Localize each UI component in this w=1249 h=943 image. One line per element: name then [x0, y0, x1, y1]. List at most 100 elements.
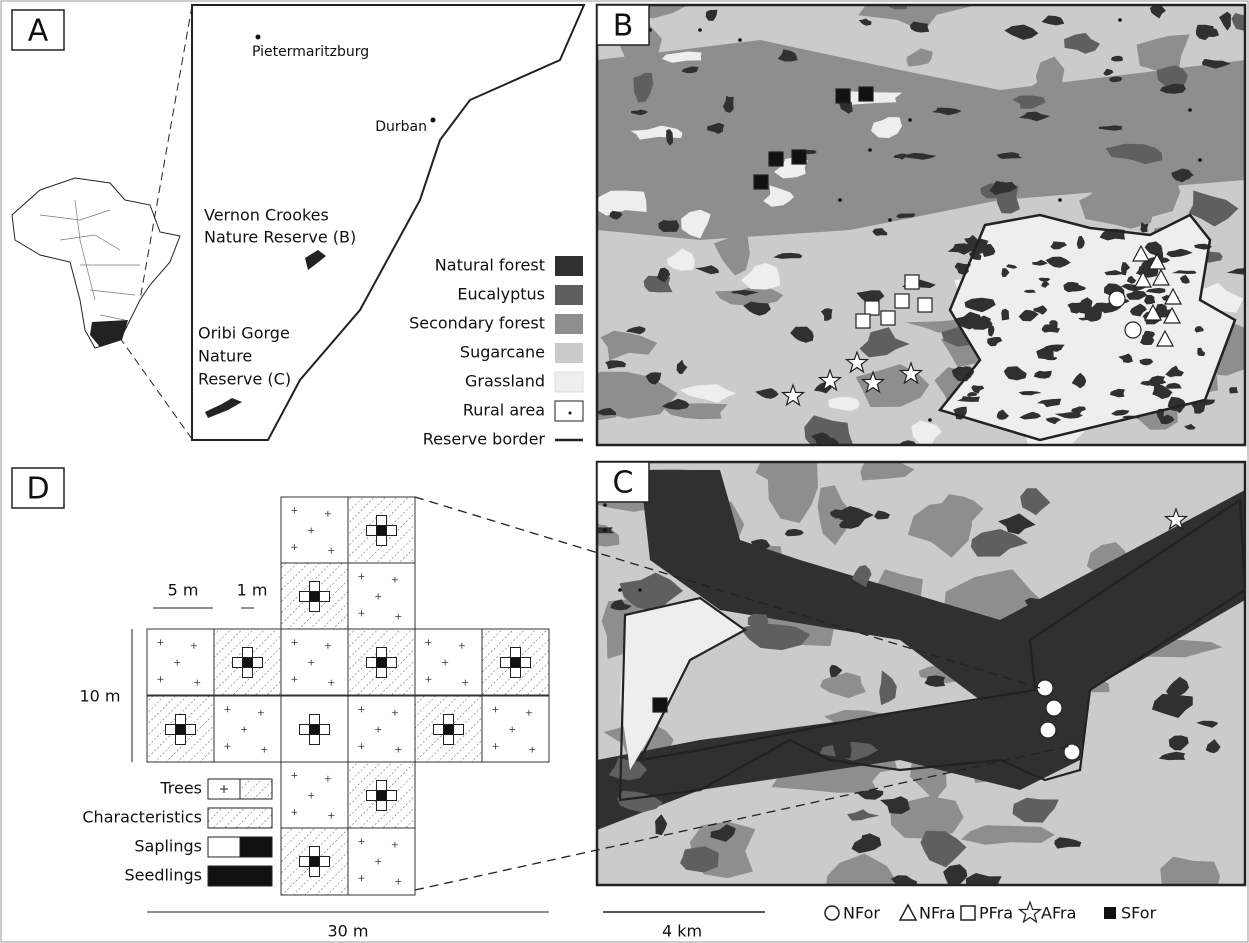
- panel-label: B: [613, 9, 634, 44]
- site-marker: [1046, 700, 1062, 716]
- legend-swatch: [555, 256, 583, 276]
- scale-label: 4 km: [662, 922, 702, 941]
- legend-swatch: [555, 285, 583, 305]
- sapling-plot: [176, 735, 186, 745]
- sapling-plot: [310, 847, 320, 857]
- rural-dot: [638, 588, 642, 592]
- legend-label: NFra: [919, 904, 955, 923]
- reserve-label: Oribi Gorge: [198, 324, 290, 343]
- legend-swatch: [208, 837, 240, 857]
- legend-swatch: [555, 372, 583, 392]
- legend-label: NFor: [843, 904, 880, 923]
- seedling-plot: [377, 791, 387, 801]
- legend-swatch: [208, 866, 272, 886]
- rural-dot: [603, 503, 607, 507]
- site-marker: [792, 150, 806, 164]
- legend-label: Seedlings: [124, 866, 202, 885]
- city-dot: [431, 118, 436, 123]
- reserve-label: Nature Reserve (B): [204, 228, 356, 247]
- sapling-plot: [387, 526, 397, 536]
- legend-label: Natural forest: [435, 256, 545, 275]
- sapling-plot: [377, 668, 387, 678]
- scale-label: 5 m: [168, 581, 199, 600]
- site-marker: [1125, 322, 1141, 338]
- panel-label: C: [613, 466, 634, 501]
- legend-label: Sugarcane: [460, 343, 545, 362]
- plot-cell: [415, 629, 482, 695]
- sapling-plot: [310, 582, 320, 592]
- sapling-plot: [367, 791, 377, 801]
- legend-marker: [1104, 907, 1116, 919]
- site-marker: [856, 314, 870, 328]
- rural-dot: [569, 412, 572, 415]
- legend-swatch: [555, 343, 583, 363]
- map-b: [570, 0, 1249, 454]
- sapling-plot: [310, 602, 320, 612]
- sapling-plot: [310, 715, 320, 725]
- panel-label: D: [26, 472, 49, 507]
- legend-swatch: [240, 837, 272, 857]
- sapling-plot: [300, 857, 310, 867]
- sapling-plot: [243, 668, 253, 678]
- sapling-plot: [377, 648, 387, 658]
- sapling-plot: [166, 725, 176, 735]
- sapling-plot: [501, 658, 511, 668]
- land-patch: [1229, 387, 1238, 393]
- legend-swatch: [208, 808, 272, 828]
- panel-label: A: [28, 14, 49, 49]
- site-marker: [1040, 722, 1056, 738]
- site-marker: [836, 89, 850, 103]
- site-marker: [754, 175, 768, 189]
- plot-cell: [281, 762, 348, 828]
- sapling-plot: [511, 668, 521, 678]
- city-dot: [256, 35, 261, 40]
- legend-label: AFra: [1041, 904, 1076, 923]
- plot-cell: [147, 629, 214, 695]
- sapling-plot: [444, 735, 454, 745]
- scale-label: 1 m: [237, 581, 268, 600]
- legend-label: Grassland: [465, 372, 545, 391]
- seedling-plot: [310, 857, 320, 867]
- sapling-plot: [377, 516, 387, 526]
- map-c: [567, 447, 1245, 907]
- rural-dot: [698, 28, 702, 32]
- site-marker: [653, 698, 667, 712]
- legend-swatch: [240, 779, 272, 799]
- reserve-label: Nature: [198, 347, 252, 366]
- sapling-plot: [377, 801, 387, 811]
- seedling-plot: [243, 658, 253, 668]
- rural-dot: [1118, 18, 1122, 22]
- site-marker: [769, 152, 783, 166]
- site-marker: [1109, 291, 1125, 307]
- plot-cell: [482, 696, 549, 762]
- seedling-plot: [310, 592, 320, 602]
- rural-dot: [888, 218, 892, 222]
- seedling-plot: [377, 526, 387, 536]
- sapling-plot: [434, 725, 444, 735]
- sapling-plot: [444, 715, 454, 725]
- site-marker: [905, 275, 919, 289]
- reserve-label: Vernon Crookes: [204, 206, 329, 225]
- sapling-plot: [300, 592, 310, 602]
- rural-dot: [603, 528, 607, 532]
- rural-dot: [1188, 108, 1192, 112]
- rural-dot: [1198, 158, 1202, 162]
- plot-cell: [281, 629, 348, 695]
- sapling-plot: [377, 781, 387, 791]
- rural-dot: [928, 418, 932, 422]
- legend-label: SFor: [1121, 904, 1157, 923]
- plot-cell: [348, 828, 415, 895]
- plot-cell: [348, 696, 415, 762]
- sapling-plot: [320, 592, 330, 602]
- sapling-plot: [310, 735, 320, 745]
- city-label: Pietermaritzburg: [252, 44, 369, 60]
- sapling-plot: [186, 725, 196, 735]
- site-marker: [865, 301, 879, 315]
- land-patch: [680, 846, 719, 872]
- legend-label: Characteristics: [82, 808, 202, 827]
- legend-marker: [1020, 902, 1041, 922]
- legend-marker: [900, 905, 916, 920]
- legend-label: Secondary forest: [409, 314, 545, 333]
- sapling-plot: [300, 725, 310, 735]
- legend-swatch: [555, 401, 583, 421]
